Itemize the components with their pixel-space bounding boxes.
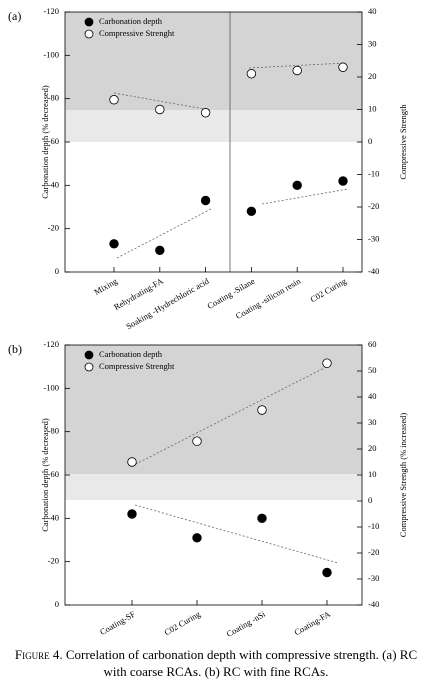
x-tick-label: Coating-FA: [292, 608, 332, 637]
y2-tick-label: 20: [368, 443, 377, 453]
point: [155, 104, 165, 115]
y-axis-label: Carbonation depth (% decreased): [40, 418, 50, 532]
y-tick-label: -120: [43, 339, 59, 349]
trend-line: [131, 365, 329, 467]
x-tick-label: C02 Curing: [308, 275, 348, 304]
y-tick-label: -40: [48, 179, 59, 189]
y2-tick-label: 10: [368, 103, 377, 113]
band-dark: [65, 12, 362, 110]
panel-label: (a): [8, 9, 21, 23]
y2-tick-label: -30: [368, 573, 379, 583]
y2-tick-label: -20: [368, 547, 379, 557]
y2-tick-label: 50: [368, 365, 377, 375]
y-tick-label: -100: [43, 382, 59, 392]
point: [257, 405, 267, 415]
y2-tick-label: 60: [368, 339, 377, 349]
y-tick-label: -120: [43, 6, 59, 16]
point: [257, 513, 267, 524]
y2-tick-label: 10: [368, 469, 377, 479]
y2-axis-label: Compressive Strength: [398, 104, 408, 180]
caption-text: Correlation of carbonation depth with co…: [65, 647, 418, 679]
band-light: [65, 474, 362, 500]
band-dark: [65, 345, 362, 474]
figure: (a) -120-100-80-60-40-200403020100-10-20-…: [8, 6, 408, 639]
y2-tick-label: 20: [368, 71, 377, 81]
point: [292, 180, 302, 191]
x-tick-label: C02 Curing: [162, 608, 202, 637]
y2-tick-label: 40: [368, 6, 377, 16]
y-tick-label: -80: [48, 93, 59, 103]
y2-tick-label: 0: [368, 495, 372, 505]
point: [246, 69, 257, 79]
y2-tick-label: 30: [368, 417, 377, 427]
y2-tick-label: 30: [368, 38, 377, 48]
x-tick-label: Coating-SF: [98, 609, 137, 637]
y2-tick-label: -20: [368, 201, 379, 211]
point: [338, 176, 348, 186]
point: [127, 509, 137, 519]
point: [192, 436, 202, 446]
trend-line: [113, 92, 211, 111]
legend-marker: [84, 17, 94, 27]
y-tick-label: 0: [55, 599, 59, 609]
point: [322, 358, 332, 368]
x-tick-label: Mixing: [92, 275, 119, 297]
point: [338, 62, 348, 72]
point: [292, 65, 302, 76]
y-tick-label: -60: [48, 136, 59, 146]
caption-label: Figure 4.: [14, 647, 63, 662]
point: [109, 239, 119, 249]
y2-tick-label: -10: [368, 521, 379, 531]
y2-tick-label: -10: [368, 168, 379, 178]
y-tick-label: -20: [48, 223, 59, 233]
point: [127, 457, 137, 467]
x-tick-label: Coating -nSi: [225, 608, 268, 639]
y2-tick-label: -40: [368, 266, 379, 276]
point: [246, 206, 257, 217]
trend-line: [116, 208, 212, 259]
legend-label: Compressive Strenght: [99, 361, 175, 371]
legend-label: Carbonation depth: [99, 349, 163, 359]
point: [155, 245, 165, 256]
point: [192, 533, 202, 543]
legend-marker: [84, 29, 94, 39]
legend-marker: [84, 362, 94, 372]
y-tick-label: -80: [48, 426, 59, 436]
y2-tick-label: 0: [368, 136, 372, 146]
trend-line: [248, 62, 346, 69]
y-tick-label: -100: [43, 49, 59, 59]
caption: Figure 4. Correlation of carbonation dep…: [8, 646, 424, 680]
trend-line: [134, 504, 339, 564]
y2-tick-label: 40: [368, 391, 377, 401]
legend-label: Carbonation depth: [99, 16, 163, 26]
y-tick-label: -60: [48, 469, 59, 479]
point: [322, 567, 332, 578]
y2-axis-label: Compressive Strength (% increased): [398, 413, 408, 538]
y-tick-label: 0: [55, 266, 59, 276]
y-tick-label: -20: [48, 556, 59, 566]
y2-tick-label: -40: [368, 599, 379, 609]
point: [200, 195, 211, 206]
y-axis-label: Carbonation depth (% decreased): [40, 85, 50, 199]
panel-label: (b): [8, 342, 22, 356]
legend-label: Compressive Strenght: [99, 28, 175, 38]
trend-line: [261, 188, 349, 205]
y-tick-label: -40: [48, 512, 59, 522]
band-light: [65, 110, 362, 142]
x-tick-label: Soaking -Hydrechloric acid: [124, 275, 211, 331]
point: [109, 95, 119, 105]
point: [200, 108, 211, 118]
legend-marker: [84, 350, 94, 360]
y2-tick-label: -30: [368, 233, 379, 243]
